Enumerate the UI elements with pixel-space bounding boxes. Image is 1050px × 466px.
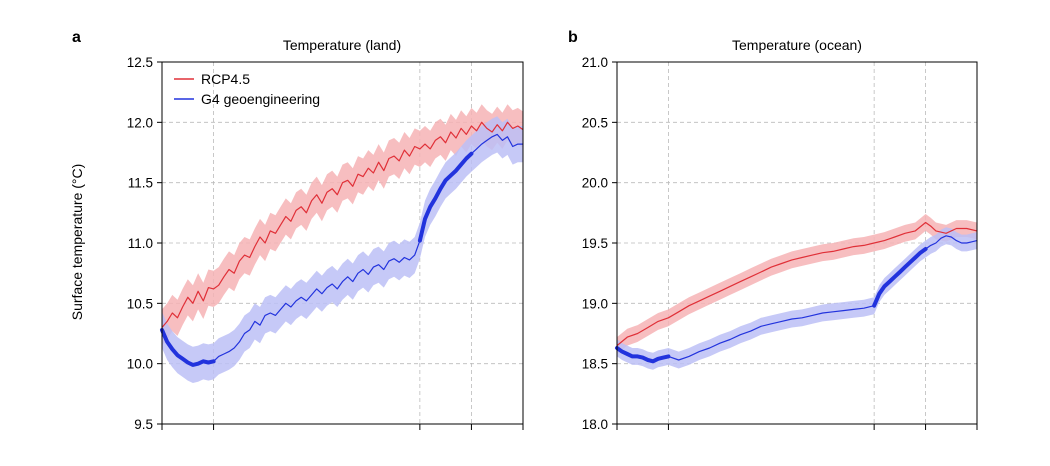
y-tick-label: 10.0 [127,357,153,372]
series-line-rcp [161,121,524,328]
panel-a: a Temperature (land) Surface temperature… [69,29,524,432]
panel-a-title: Temperature (land) [283,37,401,53]
y-tick-label: 12.0 [127,115,153,130]
panel-a-ticks: 9.5 10.0 10.5 11.0 11.5 12.0 12.5 [127,55,524,432]
y-tick-label: 11.0 [128,236,153,251]
series-highlight-g4 [615,346,671,364]
y-tick-label: 18.0 [582,417,608,432]
y-tick-label: 12.5 [127,55,153,70]
legend-label-rcp45: RCP4.5 [201,71,250,87]
y-tick-label: 9.5 [134,417,153,432]
y-tick-label: 18.5 [582,357,608,372]
panel-b-title: Temperature (ocean) [732,37,862,53]
panel-b-bands [617,214,977,370]
legend-label-g4: G4 geoengineering [201,91,320,107]
y-tick-label: 11.5 [128,176,153,191]
y-tick-label: 19.0 [582,296,608,311]
band-g4 [162,116,523,384]
series-line-rcp [616,221,978,347]
panel-a-bands [162,104,523,384]
series-highlight-g4 [872,247,928,308]
panel-b-ticks: 18.0 18.5 19.0 19.5 20.0 20.5 21.0 [582,55,978,432]
panel-b: b Temperature (ocean) 18.0 18.5 19.0 19.5 20… [568,29,978,432]
panel-a-lines [160,121,524,367]
y-tick-label: 20.5 [582,115,608,130]
legend: RCP4.5 G4 geoengineering [174,71,320,107]
y-tick-label: 19.5 [582,236,608,251]
y-tick-label: 20.0 [582,176,608,191]
y-tick-label: 10.5 [127,296,153,311]
panel-letter-b: b [568,29,578,46]
panel-letter-a: a [72,29,81,46]
band-rcp [617,214,977,354]
panel-b-lines [615,221,978,364]
band-g4 [617,227,977,370]
series-highlight-g4 [417,151,474,243]
y-tick-label: 21.0 [582,55,608,70]
y-axis-label: Surface temperature (°C) [69,164,85,321]
series-highlight-g4 [160,327,216,367]
